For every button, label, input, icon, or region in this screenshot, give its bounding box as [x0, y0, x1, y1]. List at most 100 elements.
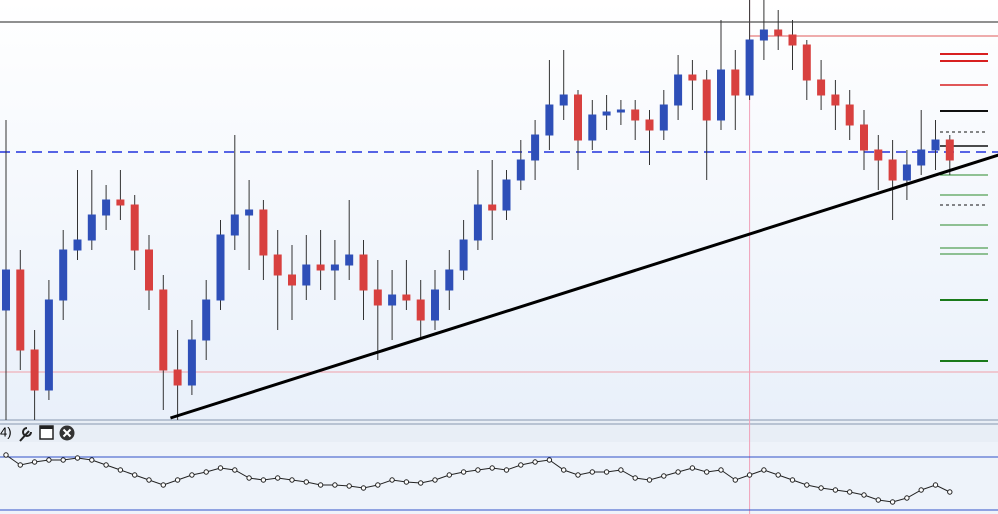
oscillator-point — [117, 467, 124, 473]
settings-icon[interactable] — [19, 427, 32, 442]
candle-body — [788, 34, 797, 46]
candle-body — [902, 164, 911, 181]
candle-body — [459, 239, 468, 271]
candle-body — [87, 214, 96, 241]
candle-body — [574, 94, 582, 141]
oscillator-point — [317, 482, 324, 488]
oscillator-point — [275, 475, 281, 481]
candle-body — [545, 104, 554, 136]
oscillator-point — [532, 459, 538, 465]
candle-body — [931, 139, 940, 151]
oscillator-point — [89, 457, 95, 463]
candle-body — [817, 79, 826, 96]
oscillator-point — [861, 492, 867, 498]
close-icon[interactable] — [59, 425, 75, 441]
candle-body — [516, 159, 525, 181]
main-pane — [0, 0, 998, 420]
oscillator-point — [303, 479, 309, 485]
candle-body — [559, 94, 568, 106]
candle-body — [359, 254, 368, 291]
candle-body — [731, 69, 740, 96]
oscillator-point — [332, 482, 338, 488]
candle-body — [302, 264, 311, 286]
candle-body — [273, 254, 282, 276]
candle-body — [259, 209, 268, 256]
candle-body — [30, 349, 39, 391]
candle-body — [73, 239, 82, 251]
oscillator-point — [661, 473, 667, 479]
oscillator-point — [603, 469, 610, 475]
candle-body — [831, 94, 840, 106]
window-icon[interactable] — [39, 425, 54, 440]
oscillator-point — [618, 467, 624, 473]
oscillator-point — [160, 482, 167, 488]
oscillator-point — [31, 459, 38, 465]
oscillator-pane — [0, 442, 998, 514]
oscillator-point — [918, 487, 924, 493]
candle-body — [216, 234, 225, 301]
oscillator-point — [17, 462, 23, 468]
oscillator-point — [718, 467, 724, 473]
oscillator-point — [775, 472, 781, 478]
candle-body — [602, 111, 611, 116]
candle-body — [531, 134, 540, 161]
oscillator-point — [904, 495, 910, 501]
oscillator-point — [589, 469, 595, 475]
candle-body — [388, 294, 397, 306]
oscillator-point — [947, 489, 953, 495]
candle-body — [688, 74, 697, 81]
oscillator-point — [889, 499, 896, 505]
oscillator-point — [60, 457, 66, 463]
oscillator-point — [847, 489, 853, 495]
candle-body — [645, 119, 654, 131]
candle-body — [874, 149, 883, 161]
candle-body — [187, 339, 196, 386]
candle-body — [488, 204, 497, 211]
candle-body — [402, 294, 411, 301]
trendline — [169, 153, 998, 420]
candle-body — [759, 29, 768, 41]
candle-body — [102, 199, 111, 216]
candle-body — [631, 109, 640, 121]
oscillator-point — [217, 465, 224, 471]
candle-body — [717, 69, 725, 121]
candle-body — [116, 199, 125, 206]
indicator-label: 4) — [0, 424, 12, 439]
candle-body — [860, 124, 868, 151]
oscillator-point — [246, 475, 252, 481]
oscillator-point — [704, 469, 710, 475]
candle-body — [588, 114, 597, 141]
candle-body — [159, 289, 168, 371]
toolbar — [0, 420, 998, 442]
oscillator-point — [346, 483, 352, 489]
oscillator-point — [546, 457, 553, 463]
oscillator-point — [675, 469, 681, 475]
candle-body — [845, 104, 854, 126]
oscillator-point — [575, 472, 581, 478]
oscillator-point — [360, 485, 367, 491]
candle-body — [659, 104, 668, 131]
oscillator-point — [103, 462, 109, 468]
oscillator-point — [403, 479, 410, 485]
candle-body — [702, 79, 711, 121]
oscillator-point — [389, 477, 395, 483]
candle-body — [674, 74, 683, 106]
candle-body — [130, 204, 139, 251]
oscillator-point — [74, 455, 81, 461]
oscillator-point — [732, 477, 738, 483]
oscillator-point — [375, 482, 381, 488]
candle-body — [431, 289, 439, 321]
oscillator-point — [232, 467, 238, 473]
candle-body — [288, 274, 296, 286]
candle-body — [745, 39, 754, 96]
candle-body — [330, 264, 339, 271]
candle-body — [888, 159, 897, 181]
oscillator-point — [418, 480, 424, 486]
oscillator-point — [632, 475, 638, 481]
oscillator-point — [489, 465, 495, 471]
candle-body — [802, 44, 811, 81]
oscillator-point — [875, 497, 881, 503]
oscillator-point — [460, 469, 467, 475]
